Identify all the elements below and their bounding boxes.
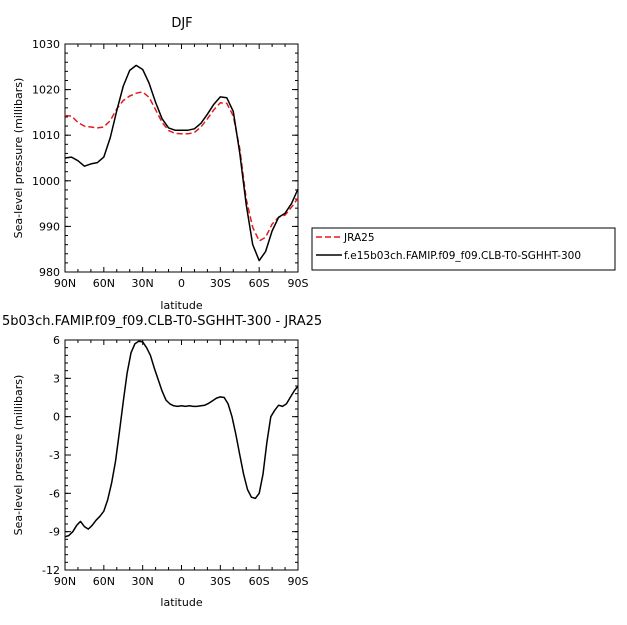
- x-tick-label: 60S: [249, 277, 270, 290]
- x-tick-label: 60S: [249, 575, 270, 588]
- y-tick-label: 0: [53, 411, 60, 424]
- y-axis-label: Sea-level pressure (millibars): [12, 375, 25, 536]
- chart-title: 5b03ch.FAMIP.f09_f09.CLB-T0-SGHHT-300 - …: [2, 314, 322, 329]
- y-tick-label: -6: [49, 487, 60, 500]
- series-line-1: [64, 91, 299, 242]
- x-tick-label: 90N: [54, 575, 76, 588]
- x-tick-label: 60N: [93, 277, 115, 290]
- series-line-1: [64, 340, 299, 538]
- x-tick-label: 0: [178, 277, 185, 290]
- y-tick-label: 3: [53, 372, 60, 385]
- x-tick-label: 90N: [54, 277, 76, 290]
- plot-frame: [64, 43, 299, 273]
- x-tick-label: 30S: [210, 575, 231, 588]
- legend-label: f.e15b03ch.FAMIP.f09_f09.CLB-T0-SGHHT-30…: [344, 250, 581, 262]
- y-tick-label: -3: [49, 449, 60, 462]
- chart-title: DJF: [171, 16, 192, 31]
- y-tick-label: 6: [53, 334, 60, 347]
- y-tick-label: 990: [39, 220, 60, 233]
- y-tick-label: -12: [42, 564, 60, 577]
- chart-panel-1: DJF 90N 60N 30N 0 30S 60S 90S 980 990 1000 1010 1020…: [12, 16, 616, 312]
- y-tick-label: 1000: [32, 175, 60, 188]
- x-axis-label: latitude: [160, 299, 202, 312]
- x-tick-label: 90S: [288, 277, 309, 290]
- x-tick-label: 30N: [132, 575, 154, 588]
- y-axis-label: Sea-level pressure (millibars): [12, 78, 25, 239]
- y-tick-label: -9: [49, 526, 60, 539]
- x-tick-label: 0: [178, 575, 185, 588]
- series-line-2: [64, 64, 299, 262]
- plot-frame: [64, 339, 299, 571]
- legend: JRA25 f.e15b03ch.FAMIP.f09_f09.CLB-T0-SGH…: [311, 227, 616, 271]
- x-tick-label: 60N: [93, 575, 115, 588]
- y-tick-label: 1010: [32, 129, 60, 142]
- y-tick-label: 1030: [32, 38, 60, 51]
- legend-box: [311, 227, 616, 271]
- x-tick-label: 30N: [132, 277, 154, 290]
- y-tick-label: 980: [39, 266, 60, 279]
- chart-panel-2: 5b03ch.FAMIP.f09_f09.CLB-T0-SGHHT-300 - …: [2, 314, 322, 609]
- x-tick-label: 30S: [210, 277, 231, 290]
- y-tick-label: 1020: [32, 84, 60, 97]
- x-tick-label: 90S: [288, 575, 309, 588]
- x-axis-label: latitude: [160, 596, 202, 609]
- legend-label: JRA25: [343, 232, 375, 244]
